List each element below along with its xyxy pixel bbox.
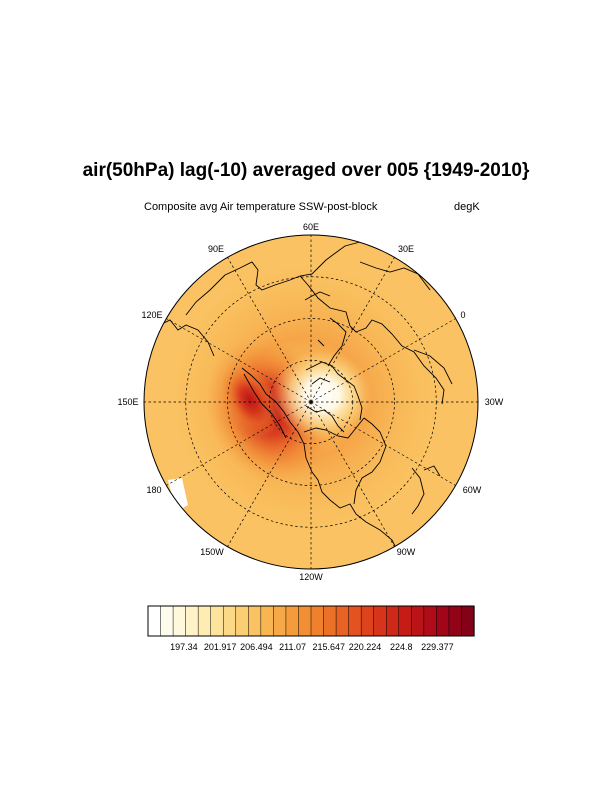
colorbar-swatch bbox=[360, 605, 375, 637]
longitude-labels: 60E 30E 0 30W 60W 90W 120W 150W 180 150E… bbox=[117, 222, 503, 582]
colorbar-swatch bbox=[461, 605, 475, 637]
colorbar-swatch bbox=[222, 605, 237, 637]
colorbar-swatch bbox=[335, 605, 350, 637]
colorbar-swatch bbox=[185, 605, 199, 637]
lon-label-150w: 150W bbox=[200, 547, 224, 557]
lon-label-30e: 30E bbox=[398, 244, 414, 254]
colorbar-swatch bbox=[348, 605, 362, 637]
colorbar-swatch bbox=[385, 605, 400, 637]
lon-label-0: 0 bbox=[460, 310, 465, 320]
plot-subtitle: Composite avg Air temperature SSW-post-b… bbox=[144, 201, 378, 213]
lon-label-30w: 30W bbox=[485, 397, 504, 407]
colorbar-tick-label: 229.377 bbox=[421, 642, 454, 652]
colorbar-tick-label: 201.917 bbox=[204, 642, 237, 652]
graticule bbox=[144, 235, 478, 569]
lon-label-150e: 150E bbox=[117, 397, 138, 407]
colorbar-swatch bbox=[197, 605, 212, 637]
lon-label-60e: 60E bbox=[303, 222, 319, 232]
colorbar-tick-label: 220.224 bbox=[349, 642, 382, 652]
lon-label-90e: 90E bbox=[208, 244, 224, 254]
colorbar-swatch bbox=[248, 605, 262, 637]
colorbar-swatch bbox=[411, 605, 425, 637]
colorbar-tick-labels: 197.34 201.917 206.494 211.07 215.647 220.224… bbox=[170, 642, 454, 652]
colorbar-tick-label: 224.8 bbox=[390, 642, 413, 652]
colorbar-tick-label: 206.494 bbox=[240, 642, 273, 652]
colorbar-tick-label: 197.34 bbox=[170, 642, 198, 652]
colorbar-swatch bbox=[373, 605, 387, 637]
missing-data-patch bbox=[168, 478, 188, 512]
colorbar-frame bbox=[147, 605, 475, 637]
latitude-circle bbox=[227, 318, 395, 486]
colorbar-swatch bbox=[160, 605, 174, 637]
colorbar-swatch bbox=[172, 605, 187, 637]
lon-label-180: 180 bbox=[146, 485, 161, 495]
colorbar-swatch bbox=[260, 605, 275, 637]
colorbar-swatch bbox=[235, 605, 249, 637]
lon-label-120w: 120W bbox=[299, 572, 323, 582]
colorbar-tick-label: 215.647 bbox=[313, 642, 346, 652]
units-label: degK bbox=[454, 201, 480, 213]
colorbar-swatch bbox=[273, 605, 287, 637]
lon-label-90w: 90W bbox=[397, 547, 416, 557]
colorbar-swatch bbox=[398, 605, 412, 637]
colorbar-swatch bbox=[147, 605, 162, 637]
colorbar-swatch bbox=[310, 605, 325, 637]
map-boundary bbox=[143, 234, 479, 570]
colorbar-swatch bbox=[210, 605, 224, 637]
lon-label-120e: 120E bbox=[141, 310, 162, 320]
colorbar-swatch bbox=[436, 605, 450, 637]
colorbar-tick-label: 211.07 bbox=[279, 642, 306, 652]
lon-label-60w: 60W bbox=[463, 485, 482, 495]
colorbar bbox=[147, 605, 475, 637]
colorbar-swatch bbox=[448, 605, 463, 637]
colorbar-swatch bbox=[285, 605, 300, 637]
colorbar-swatch bbox=[323, 605, 337, 637]
plot-title: air(50hPa) lag(-10) averaged over 005 {1… bbox=[82, 160, 530, 181]
colorbar-swatch bbox=[298, 605, 312, 637]
colorbar-swatch bbox=[423, 605, 438, 637]
